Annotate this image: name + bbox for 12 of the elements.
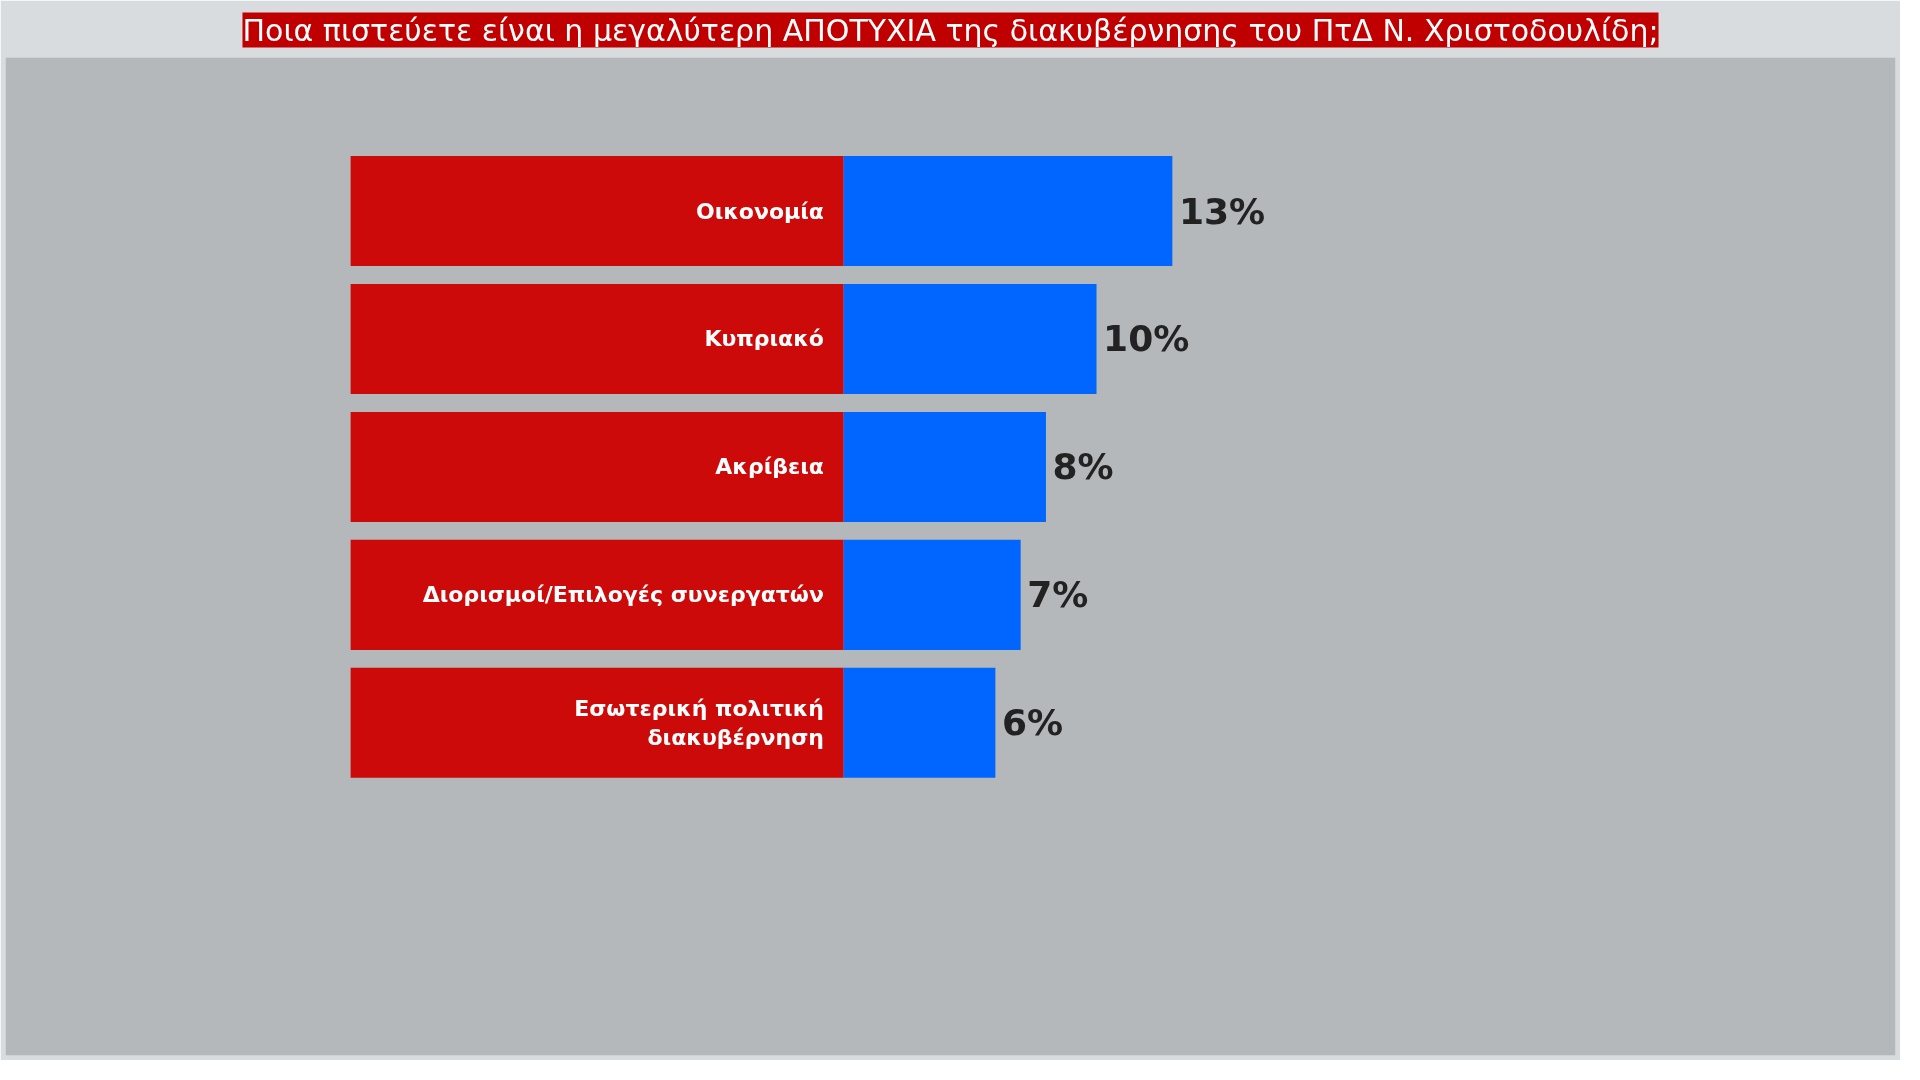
data-label: 10% [1103, 318, 1190, 360]
y-tick-label: Οικονομία [695, 198, 824, 224]
chart-title: Ποια πιστεύετε είναι η μεγαλύτερη ΑΠΟΤΥΧΙΑ της διακυβέρνησης του ΠτΔ Ν. Χριστοδουλίδη; [242, 12, 1659, 48]
data-label: 13% [1178, 190, 1266, 232]
y-tick-label: Διορισμοί/Επιλογές συνεργατών [422, 582, 824, 608]
y-tick-label: Ακρίβεια [715, 454, 824, 480]
y-tick-label: Κυπριακό [704, 326, 824, 352]
data-label: 7% [1027, 574, 1089, 616]
bar [843, 667, 996, 778]
data-label: 6% [1001, 702, 1064, 744]
data-label: 8% [1052, 446, 1114, 488]
y-tick-label: Εσωτερική πολιτική διακυβέρνηση [574, 695, 824, 750]
